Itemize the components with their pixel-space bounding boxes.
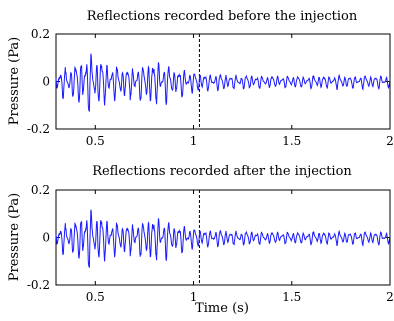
- x-tick-label: 0.5: [86, 290, 105, 304]
- tick-label-group: 0.5 1 1.5 2 -0.2 0 0.2: [27, 27, 394, 148]
- tick-label-group: 0.5 1 1.5 2 -0.2 0 0.2: [27, 183, 394, 304]
- x-axis-label: Time (s): [195, 301, 249, 316]
- panel-after-injection: Reflections recorded after the injection…: [7, 164, 394, 316]
- y-tick-label: 0: [42, 231, 50, 245]
- chart-title: Reflections recorded before the injectio…: [87, 9, 358, 24]
- y-tick-label: -0.2: [27, 278, 50, 292]
- y-axis-label: Pressure (Pa): [7, 193, 22, 281]
- x-tick-label: 2: [386, 134, 394, 148]
- y-tick-label: 0: [42, 75, 50, 89]
- x-tick-label: 1: [190, 134, 198, 148]
- y-tick-label: 0.2: [31, 183, 50, 197]
- x-tick-label: 0.5: [86, 134, 105, 148]
- x-tick-label: 1: [190, 290, 198, 304]
- y-axis-label: Pressure (Pa): [7, 37, 22, 125]
- y-tick-label: 0.2: [31, 27, 50, 41]
- x-tick-label: 2: [386, 290, 394, 304]
- panel-before-injection: Reflections recorded before the injectio…: [7, 9, 394, 148]
- x-tick-label: 1.5: [282, 290, 301, 304]
- series-line: [55, 53, 391, 113]
- y-tick-label: -0.2: [27, 122, 50, 136]
- tick-group: [56, 189, 391, 286]
- x-tick-label: 1.5: [282, 134, 301, 148]
- series-line: [55, 209, 391, 269]
- chart-title: Reflections recorded after the injection: [92, 164, 352, 179]
